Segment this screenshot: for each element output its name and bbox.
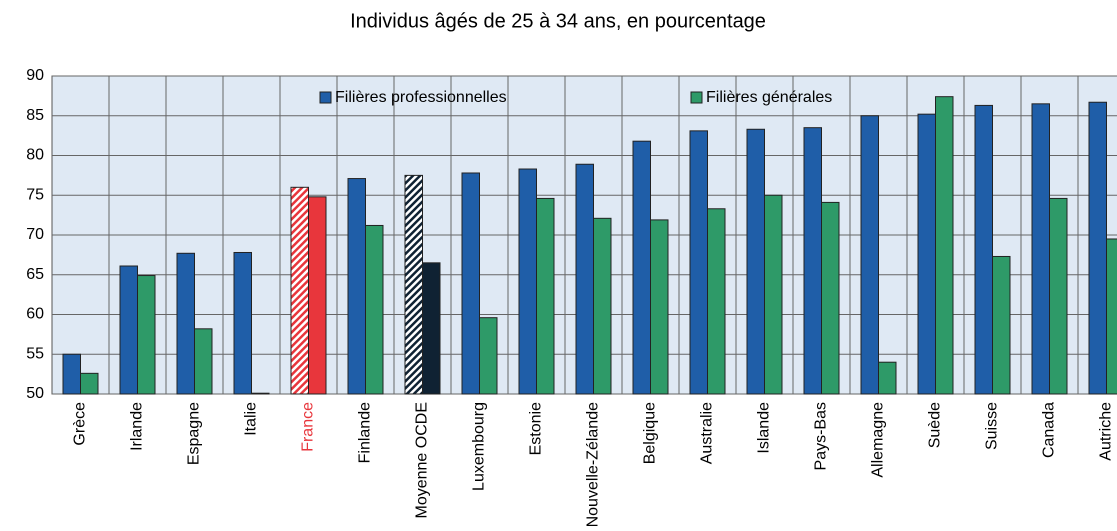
bar [138,276,156,394]
bar [651,220,669,394]
x-tick-label: Moyenne OCDE [414,402,431,519]
bar [519,169,537,394]
bar [822,202,840,394]
legend-label: Filières générales [706,89,832,106]
bar [804,128,822,394]
x-tick-label: Finlande [357,402,374,463]
bar [462,173,480,394]
x-tick-label: Pays-Bas [813,402,830,470]
x-tick-label: Canada [1041,402,1058,458]
bar [594,218,612,394]
y-tick-label: 80 [26,147,44,164]
bar [1107,239,1117,394]
bar [708,209,726,394]
bar [63,354,81,394]
bar [81,373,99,394]
y-tick-label: 85 [26,107,44,124]
chart-title: Individus âgés de 25 à 34 ans, en pource… [350,10,766,32]
bar [537,198,555,394]
x-tick-label: Irlande [129,402,146,451]
y-tick-label: 50 [26,385,44,402]
bar [366,225,384,394]
bar [765,195,783,394]
x-tick-label: Belgique [642,402,659,464]
legend-label: Filières professionnelles [335,89,507,106]
y-tick-label: 90 [26,67,44,84]
x-tick-label: Suède [927,402,944,448]
x-tick-label: Allemagne [870,402,887,478]
bar [234,252,252,394]
x-tick-label: Grèce [72,402,89,446]
x-tick-label: Luxembourg [471,402,488,491]
bar [918,114,936,394]
x-tick-label: Espagne [186,402,203,465]
bar [423,263,441,394]
bar [1032,104,1050,394]
bar [177,253,195,394]
bar [480,318,498,394]
bar [576,164,594,394]
bar [936,97,954,394]
bar [405,175,423,394]
bar [879,362,897,394]
x-tick-label: Italie [243,402,260,436]
bar [195,329,213,394]
y-tick-label: 65 [26,266,44,283]
bar [747,129,765,394]
bar [120,266,138,394]
bar [348,179,366,394]
bar [633,141,651,394]
bar [993,256,1011,394]
bar [690,131,708,394]
y-tick-label: 55 [26,345,44,362]
bar [975,105,993,394]
x-tick-label: Islande [756,402,773,454]
legend-swatch [691,92,702,103]
bar [1089,102,1107,394]
bar [309,197,327,394]
bar [252,393,270,394]
bar [861,116,879,394]
x-tick-label: Nouvelle-Zélande [585,402,602,526]
x-tick-label: France [300,402,317,452]
y-tick-label: 70 [26,226,44,243]
x-tick-label: Autriche [1098,402,1115,461]
x-tick-label: Suisse [984,402,1001,450]
x-tick-label: Australie [699,402,716,464]
legend-swatch [320,92,331,103]
bar [1050,198,1068,394]
y-tick-label: 75 [26,186,44,203]
y-tick-label: 60 [26,306,44,323]
x-tick-label: Estonie [528,402,545,455]
bar [291,187,309,394]
